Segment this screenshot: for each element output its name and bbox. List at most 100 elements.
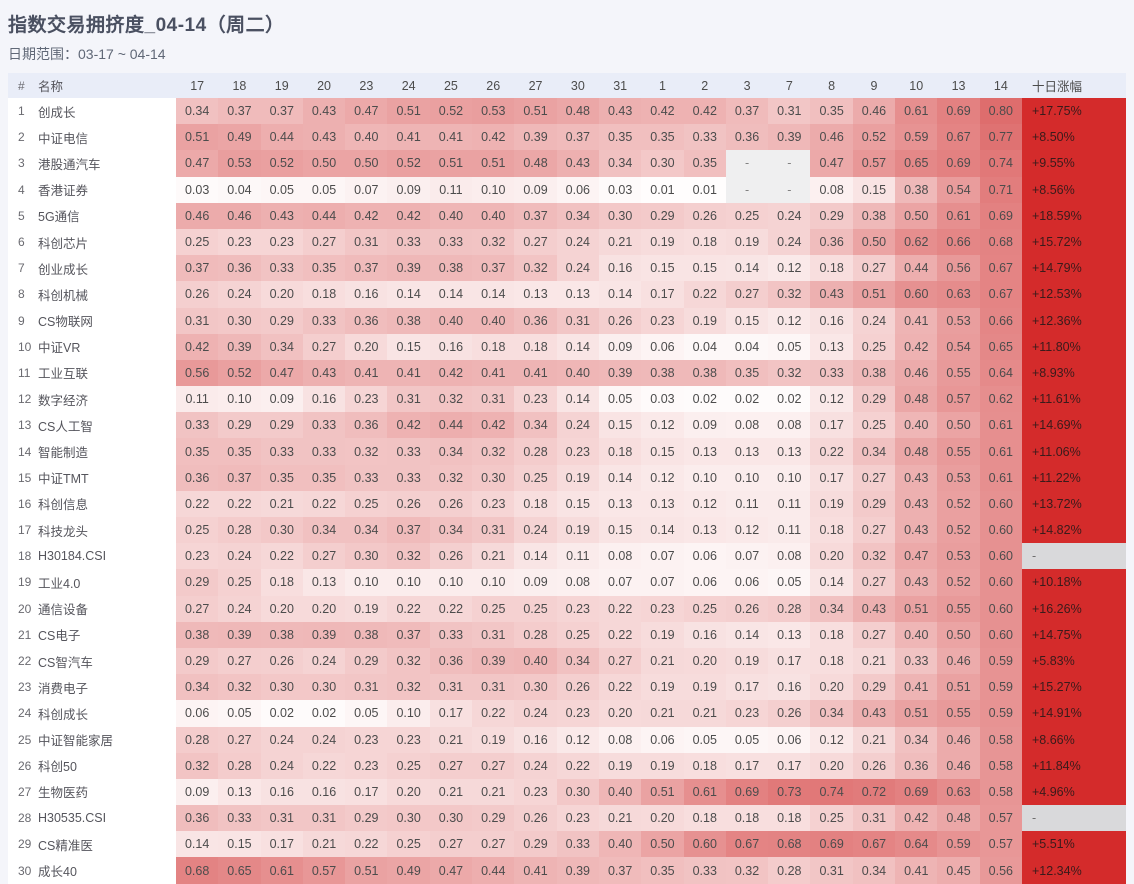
ten-day-change-cell: +8.66% xyxy=(1021,726,1126,753)
heat-cell: 0.28 xyxy=(218,517,261,544)
heat-cell: 0.21 xyxy=(429,726,473,753)
heat-cell: 0.18 xyxy=(472,333,515,360)
index-name: 工业互联 xyxy=(38,367,89,382)
heat-cell: 0.02 xyxy=(768,386,811,413)
heat-cell: 0.03 xyxy=(176,176,219,203)
heat-cell: 0.38 xyxy=(641,359,684,387)
heat-cell: 0.20 xyxy=(260,281,303,308)
heat-cell: 0.28 xyxy=(768,595,811,622)
heat-cell: 0.25 xyxy=(514,595,557,622)
heat-cell: 0.30 xyxy=(514,674,557,701)
heat-cell: 0.18 xyxy=(598,438,642,465)
heat-cell: 0.02 xyxy=(260,700,303,727)
table-row: 3 港股通汽车 0.47 0.53 0.52 0.50 0.50 0.52 0.51 0.51 0.… xyxy=(8,150,1126,177)
heat-cell: 0.22 xyxy=(302,752,346,779)
heat-cell: 0.27 xyxy=(852,255,896,282)
heat-cell: 0.51 xyxy=(345,857,388,884)
heat-cell: 0.27 xyxy=(176,595,219,622)
heat-cell: 0.25 xyxy=(345,490,388,517)
heat-cell: 0.47 xyxy=(810,150,853,177)
heat-cell: 0.40 xyxy=(598,831,642,858)
heat-cell: 0.71 xyxy=(979,176,1022,203)
heat-cell: 0.43 xyxy=(895,490,938,517)
heat-cell: 0.07 xyxy=(641,569,684,596)
heat-cell: 0.25 xyxy=(387,752,430,779)
heat-cell: 0.13 xyxy=(641,490,684,517)
heat-cell: 0.29 xyxy=(810,202,853,229)
row-number: 16 xyxy=(18,496,32,511)
col-header-date: 9 xyxy=(870,78,878,93)
index-name: CS物联网 xyxy=(38,315,93,330)
heat-cell: 0.40 xyxy=(429,307,473,334)
heat-cell: 0.27 xyxy=(302,543,346,570)
table-row: 4 香港证券 0.03 0.04 0.05 0.05 0.07 0.09 0.11 0.10 0.0… xyxy=(8,176,1126,203)
heat-cell: 0.43 xyxy=(302,98,346,125)
ten-day-change-cell: +10.18% xyxy=(1021,569,1126,596)
heat-cell: 0.42 xyxy=(895,805,938,832)
col-header-date: 19 xyxy=(274,78,289,93)
heat-cell: 0.22 xyxy=(598,674,642,701)
heat-cell: 0.17 xyxy=(810,412,853,439)
heat-cell: 0.19 xyxy=(641,228,684,256)
heat-cell: 0.22 xyxy=(429,595,473,622)
heat-cell: 0.38 xyxy=(176,621,219,648)
heat-cell: 0.22 xyxy=(218,490,261,517)
heat-cell: 0.33 xyxy=(387,228,430,256)
ten-day-change-cell: +12.36% xyxy=(1021,307,1126,334)
heat-cell: 0.61 xyxy=(937,202,980,229)
heat-cell: 0.30 xyxy=(260,517,303,544)
heat-cell: 0.55 xyxy=(937,438,980,465)
heat-cell: 0.16 xyxy=(429,333,473,360)
heat-cell: 0.68 xyxy=(768,831,811,858)
heat-cell: 0.19 xyxy=(683,307,726,334)
heat-cell: 0.42 xyxy=(683,98,726,125)
heat-cell: 0.15 xyxy=(218,831,261,858)
heat-cell: 0.26 xyxy=(852,752,896,779)
heat-cell: 0.27 xyxy=(429,752,473,779)
heat-cell: 0.09 xyxy=(514,176,557,203)
heat-cell: 0.31 xyxy=(345,674,388,701)
index-name: H30184.CSI xyxy=(38,549,107,564)
row-number: 30 xyxy=(18,863,32,878)
heat-cell: 0.39 xyxy=(218,333,261,360)
ten-day-change-cell: +11.80% xyxy=(1021,333,1126,360)
heat-cell: 0.35 xyxy=(641,857,684,884)
col-header-index: # xyxy=(18,78,25,93)
heat-cell: 0.33 xyxy=(302,307,346,334)
heat-cell: 0.65 xyxy=(895,150,938,177)
heat-cell: 0.15 xyxy=(387,333,430,360)
col-header-date: 30 xyxy=(570,78,585,93)
table-row: 27 生物医药 0.09 0.13 0.16 0.16 0.17 0.20 0.21 0.21 0.… xyxy=(8,778,1126,806)
heat-cell: 0.38 xyxy=(429,255,473,282)
heat-cell: 0.16 xyxy=(683,621,726,648)
heat-cell: 0.69 xyxy=(810,831,853,858)
heat-cell: 0.07 xyxy=(725,543,769,570)
heat-cell: 0.74 xyxy=(979,150,1022,177)
heat-cell: 0.18 xyxy=(683,752,726,779)
heat-cell: 0.11 xyxy=(768,517,811,544)
heat-cell: 0.20 xyxy=(387,778,430,806)
heat-cell: 0.40 xyxy=(472,307,515,334)
heat-cell: 0.65 xyxy=(218,857,261,884)
heat-cell: 0.29 xyxy=(176,647,219,675)
heat-cell: 0.23 xyxy=(641,595,684,622)
heat-cell: 0.29 xyxy=(852,674,896,701)
heat-cell: 0.24 xyxy=(768,202,811,229)
heat-cell: 0.20 xyxy=(345,333,388,360)
heat-cell: 0.40 xyxy=(598,778,642,806)
heat-cell: 0.14 xyxy=(810,569,853,596)
heat-cell: 0.06 xyxy=(683,569,726,596)
heat-cell: 0.32 xyxy=(514,255,557,282)
heat-cell: 0.31 xyxy=(810,857,853,884)
heat-cell: 0.12 xyxy=(810,726,853,753)
heat-cell: 0.60 xyxy=(979,569,1022,596)
heat-cell: 0.15 xyxy=(556,490,599,517)
heat-cell: 0.36 xyxy=(429,647,473,675)
heat-cell: 0.50 xyxy=(895,202,938,229)
heat-cell: 0.52 xyxy=(218,359,261,387)
heat-cell: 0.23 xyxy=(641,307,684,334)
heat-cell: 0.06 xyxy=(641,333,684,360)
heat-cell: 0.09 xyxy=(598,333,642,360)
index-name: 港股通汽车 xyxy=(38,157,101,172)
heat-cell: 0.27 xyxy=(429,831,473,858)
